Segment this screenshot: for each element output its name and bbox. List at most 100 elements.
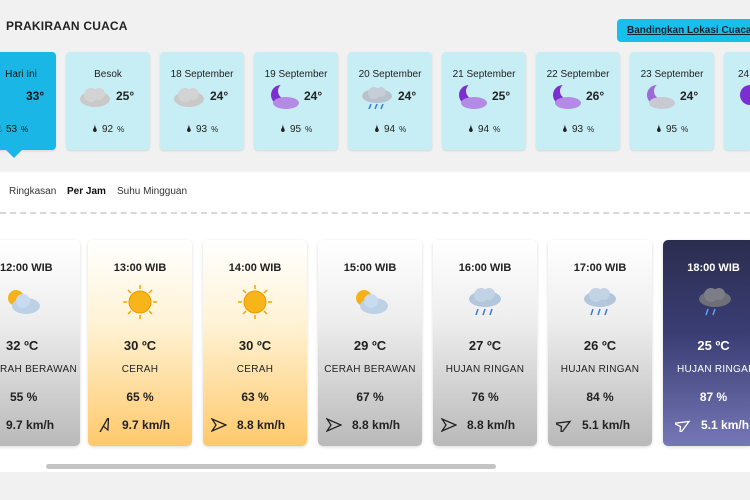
hour-card-1500[interactable]: 15:00 WIB 29 ºC CERAH BERAWAN 67 % 8.8 k… bbox=[318, 240, 422, 446]
rain-cloud-icon bbox=[699, 288, 731, 316]
hour-time: 16:00 WIB bbox=[458, 262, 512, 274]
drop-icon: 🌢︎ bbox=[374, 124, 380, 135]
day-temp: 24° bbox=[398, 89, 417, 103]
hourly-forecast-panel: Ringkasan Per Jam Suhu Mingguan 12:00 WI… bbox=[0, 172, 750, 472]
hour-humidity: 76 % bbox=[471, 390, 499, 404]
day-humidity: 🌢︎ 95% bbox=[280, 124, 312, 135]
hour-time: 12:00 WIB bbox=[0, 262, 53, 274]
day-humidity: 🌢︎ 94% bbox=[374, 124, 406, 135]
hour-condition: HUJAN RINGAN bbox=[445, 364, 525, 375]
day-label: 24 bbox=[738, 69, 750, 80]
humidity-unit: % bbox=[399, 125, 407, 134]
daily-forecast-strip: Hari Ini 33° 💧︎ 53% Besok 25° 🌢︎ 92% 18 Se… bbox=[0, 52, 750, 152]
humidity-value: 53 bbox=[6, 124, 18, 135]
wind-direction-icon bbox=[326, 418, 342, 432]
day-card-20-september[interactable]: 20 September 24° 🌢︎ 94% bbox=[348, 52, 432, 150]
humidity-value: 93 bbox=[572, 124, 584, 135]
wind-direction-icon bbox=[98, 418, 110, 432]
tab-ringkasan[interactable]: Ringkasan bbox=[9, 186, 57, 197]
hour-card-1400[interactable]: 14:00 WIB 30 ºC CERAH 63 % 8.8 km/h bbox=[203, 240, 307, 446]
drop-icon: 🌢︎ bbox=[468, 124, 474, 135]
hour-condition: HUJAN RINGAN bbox=[560, 364, 640, 375]
hour-card-1200[interactable]: 12:00 WIB 32 ºC RAH BERAWAN 55 % 9.7 km/… bbox=[0, 240, 80, 446]
hour-temp: 30 ºC bbox=[238, 338, 272, 353]
day-label: Hari Ini bbox=[5, 69, 37, 80]
drop-icon: 🌢︎ bbox=[280, 124, 286, 135]
wind-direction-icon bbox=[675, 420, 691, 432]
hour-condition: CERAH BERAWAN bbox=[324, 364, 416, 375]
day-card-24-september[interactable]: 24 bbox=[724, 52, 750, 150]
cloud-icon bbox=[80, 88, 110, 107]
humidity-unit: % bbox=[21, 125, 29, 134]
day-label: 20 September bbox=[358, 69, 422, 80]
hour-wind: 9.7 km/h bbox=[6, 418, 80, 432]
hour-card-1800[interactable]: 18:00 WIB 25 ºC HUJAN RINGAN 87 % 5.1 km… bbox=[663, 240, 750, 446]
day-card-21-september[interactable]: 21 September 25° 🌢︎ 94% bbox=[442, 52, 526, 150]
day-temp: 25° bbox=[116, 89, 135, 103]
humidity-unit: % bbox=[117, 125, 125, 134]
rain-cloud-icon bbox=[584, 288, 616, 316]
humidity-unit: % bbox=[587, 125, 595, 134]
day-card-besok[interactable]: Besok 25° 🌢︎ 92% bbox=[66, 52, 150, 150]
partly-sunny-icon bbox=[0, 84, 4, 110]
hour-humidity: 65 % bbox=[126, 390, 154, 404]
day-temp: 24° bbox=[210, 89, 229, 103]
day-label: 23 September bbox=[640, 69, 704, 80]
compare-location-button[interactable]: Bandingkan Lokasi Cuaca bbox=[617, 19, 750, 42]
tab-per-jam[interactable]: Per Jam bbox=[67, 186, 106, 197]
hour-temp: 32 ºC bbox=[6, 338, 39, 353]
day-card-22-september[interactable]: 22 September 26° 🌢︎ 93% bbox=[536, 52, 620, 150]
humidity-value: 92 bbox=[102, 124, 114, 135]
moon-cloud-icon bbox=[271, 84, 299, 109]
hour-card-1300[interactable]: 13:00 WIB 30 ºC CERAH 65 % 9.7 km/h bbox=[88, 240, 192, 446]
humidity-unit: % bbox=[211, 125, 219, 134]
moon-cloud-icon bbox=[459, 84, 487, 109]
humidity-unit: % bbox=[681, 125, 689, 134]
day-card-today[interactable]: Hari Ini 33° 💧︎ 53% bbox=[0, 52, 56, 150]
partly-sunny-icon bbox=[356, 290, 388, 314]
moon-cloud-icon bbox=[740, 85, 750, 105]
footer-area bbox=[0, 472, 750, 500]
hour-temp: 26 ºC bbox=[583, 338, 617, 353]
day-card-18-september[interactable]: 18 September 24° 🌢︎ 93% bbox=[160, 52, 244, 150]
wind-speed: 8.8 km/h bbox=[237, 418, 286, 432]
hour-humidity: 55 % bbox=[10, 390, 38, 404]
humidity-unit: % bbox=[493, 125, 501, 134]
hour-wind: 5.1 km/h bbox=[675, 418, 750, 432]
hour-card-1700[interactable]: 17:00 WIB 26 ºC HUJAN RINGAN 84 % 5.1 km… bbox=[548, 240, 652, 446]
day-label: 18 September bbox=[170, 69, 234, 80]
forecast-header-area: PRAKIRAAN CUACA Bandingkan Lokasi Cuaca … bbox=[0, 0, 750, 172]
hour-time: 17:00 WIB bbox=[573, 262, 627, 274]
day-label: 21 September bbox=[452, 69, 516, 80]
drop-icon: 🌢︎ bbox=[562, 124, 568, 135]
rain-cloud-icon bbox=[469, 288, 501, 316]
day-card-23-september[interactable]: 23 September 24° 🌢︎ 95% bbox=[630, 52, 714, 150]
wind-speed: 9.7 km/h bbox=[122, 418, 171, 432]
divider bbox=[0, 212, 750, 214]
hour-humidity: 87 % bbox=[699, 390, 728, 404]
compare-location-label: Bandingkan Lokasi Cuaca bbox=[627, 25, 750, 36]
moon-cloud-icon bbox=[647, 84, 675, 109]
hour-card-1600[interactable]: 16:00 WIB 27 ºC HUJAN RINGAN 76 % 8.8 km… bbox=[433, 240, 537, 446]
page-title: PRAKIRAAN CUACA bbox=[6, 19, 128, 33]
hour-wind: 5.1 km/h bbox=[556, 418, 652, 432]
hour-condition: CERAH bbox=[236, 364, 274, 375]
wind-speed: 5.1 km/h bbox=[701, 418, 750, 432]
day-temp: 24° bbox=[680, 89, 699, 103]
hour-humidity: 84 % bbox=[586, 390, 614, 404]
day-humidity: 🌢︎ 93% bbox=[186, 124, 218, 135]
sun-icon bbox=[238, 285, 272, 319]
day-card-19-september[interactable]: 19 September 24° 🌢︎ 95% bbox=[254, 52, 338, 150]
hour-temp: 29 ºC bbox=[353, 338, 387, 353]
tab-suhu-mingguan[interactable]: Suhu Mingguan bbox=[117, 186, 188, 197]
day-temp: 33° bbox=[26, 89, 45, 103]
horizontal-scrollbar[interactable] bbox=[46, 464, 496, 469]
wind-direction-icon bbox=[211, 418, 227, 432]
rain-cloud-icon bbox=[362, 87, 392, 110]
hour-temp: 25 ºC bbox=[697, 338, 730, 353]
hour-condition: RAH BERAWAN bbox=[0, 364, 78, 375]
day-humidity: 🌢︎ 95% bbox=[656, 124, 688, 135]
wind-speed: 9.7 km/h bbox=[6, 418, 55, 432]
day-humidity: 🌢︎ 94% bbox=[468, 124, 500, 135]
day-label: 22 September bbox=[546, 69, 610, 80]
